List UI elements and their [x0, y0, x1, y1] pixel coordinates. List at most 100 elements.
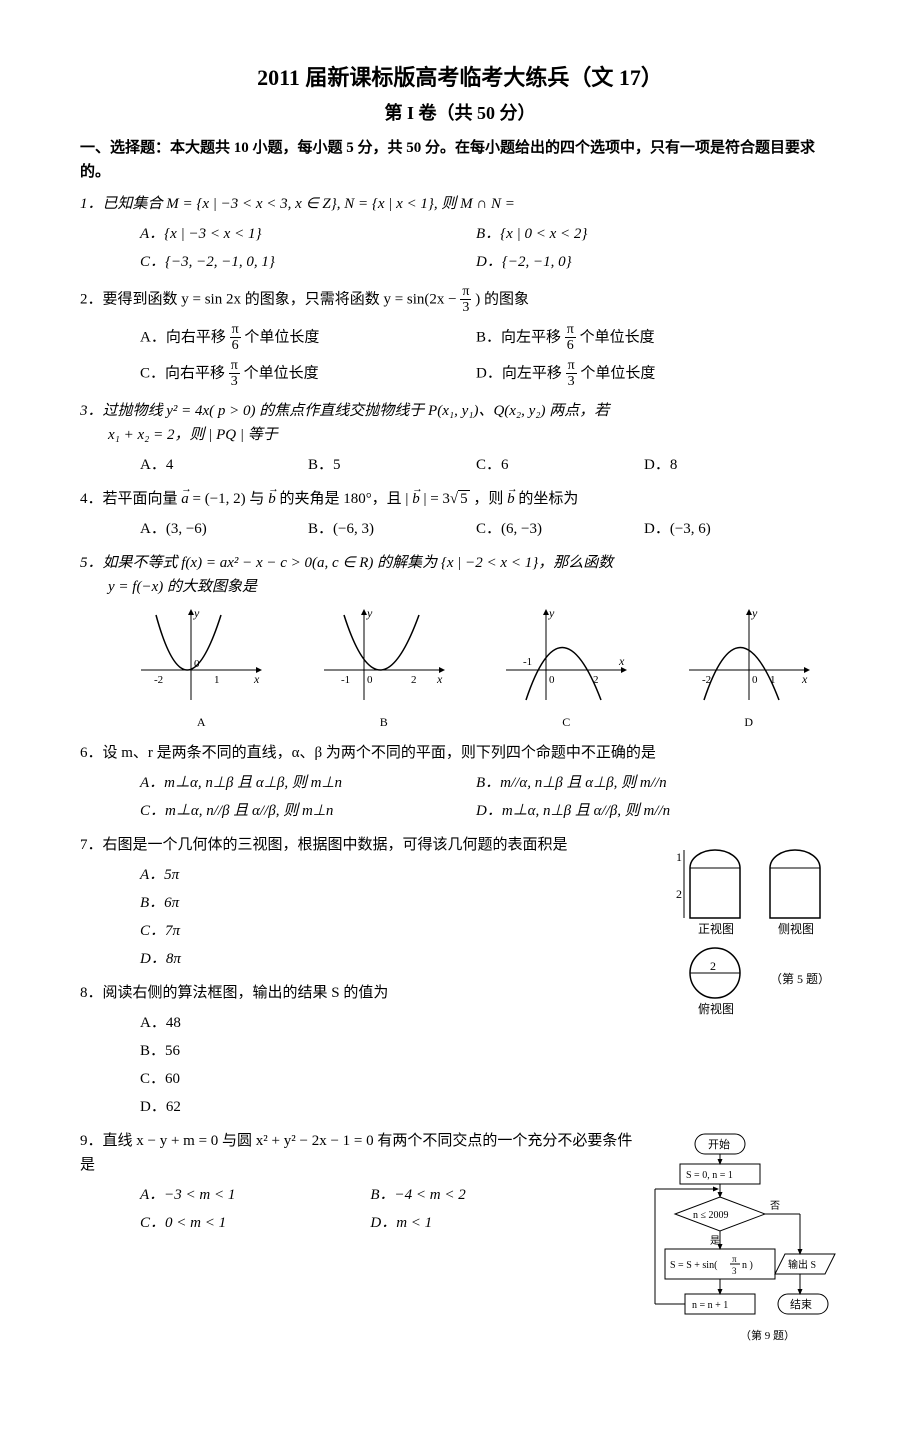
q1-stem: 1．已知集合 M = {x | −3 < x < 3, x ∈ Z}, N = …	[80, 196, 515, 212]
q4-mid3: | = 3	[423, 491, 449, 507]
q8-opt-b: B．56	[140, 1039, 654, 1063]
q4-end: 的坐标为	[518, 491, 578, 507]
q6-opt-b: B．m//α, n⊥β 且 α⊥β, 则 m//n	[476, 771, 812, 795]
svg-text:n ≤ 2009: n ≤ 2009	[693, 1210, 729, 1221]
svg-text:-1: -1	[341, 674, 350, 686]
q6-options: A．m⊥α, n⊥β 且 α⊥β, 则 m⊥n B．m//α, n⊥β 且 α⊥…	[80, 769, 840, 825]
q4-mid2: 的夹角是 180°，且 |	[279, 491, 408, 507]
svg-text:y: y	[193, 606, 200, 620]
svg-text:2: 2	[411, 674, 417, 686]
svg-text:x: x	[801, 672, 808, 686]
svg-text:输出 S: 输出 S	[788, 1258, 816, 1271]
svg-text:1: 1	[214, 674, 220, 686]
svg-text:-2: -2	[154, 674, 163, 686]
parabola-b-icon: y x -1 0 2	[319, 605, 449, 705]
q7-opt-c: C．7π	[140, 919, 654, 943]
q3-opt-c: C．6	[476, 453, 644, 477]
q1-opt-a: A．{x | −3 < x < 1}	[140, 222, 476, 246]
svg-text:（第 9 题）: （第 9 题）	[740, 1328, 795, 1342]
q6-opt-c: C．m⊥α, n//β 且 α//β, 则 m⊥n	[140, 799, 476, 823]
page-subtitle: 第 I 卷（共 50 分）	[80, 99, 840, 128]
q7-opt-a: A．5π	[140, 863, 654, 887]
q1-options: A．{x | −3 < x < 1} B．{x | 0 < x < 2} C．{…	[80, 220, 840, 276]
graph-a-label: A	[136, 713, 266, 732]
svg-text:侧视图: 侧视图	[778, 921, 814, 936]
question-6: 6．设 m、r 是两条不同的直线，α、β 为两个不同的平面，则下列四个命题中不正…	[80, 741, 840, 765]
q4-mid1: = (−1, 2) 与	[193, 491, 269, 507]
graph-b-label: B	[319, 713, 449, 732]
vector-a-icon: a	[181, 491, 189, 507]
svg-text:3: 3	[732, 1266, 737, 1276]
graph-b: y x -1 0 2 B	[319, 605, 449, 732]
q8-opt-d: D．62	[140, 1095, 654, 1119]
q8-options: A．48 B．56 C．60 D．62	[80, 1009, 664, 1121]
q3-opt-b: B．5	[308, 453, 476, 477]
question-9: 9．直线 x − y + m = 0 与圆 x² + y² − 2x − 1 =…	[80, 1129, 840, 1177]
q8-opt-a: A．48	[140, 1011, 654, 1035]
graph-c: y x -1 0 2 C	[501, 605, 631, 732]
svg-text:n ): n )	[742, 1260, 753, 1271]
svg-text:x: x	[436, 672, 443, 686]
svg-text:1: 1	[770, 674, 776, 686]
svg-text:-2: -2	[702, 674, 711, 686]
q2-pre: 2．要得到函数 y = sin 2x 的图象，只需将函数 y = sin(2x …	[80, 291, 460, 307]
q4-opt-b: B．(−6, 3)	[308, 517, 476, 541]
q2-opt-b: B．向左平移 π6 个单位长度	[476, 322, 812, 354]
svg-text:正视图: 正视图	[698, 921, 734, 936]
q7-opt-b: B．6π	[140, 891, 654, 915]
q1-opt-d: D．{−2, −1, 0}	[476, 250, 812, 274]
svg-text:x: x	[253, 672, 260, 686]
vector-b-icon: b	[268, 491, 276, 507]
parabola-c-icon: y x -1 0 2	[501, 605, 631, 705]
svg-text:0: 0	[367, 674, 373, 686]
q4-pre: 4．若平面向量	[80, 491, 181, 507]
svg-text:2: 2	[710, 959, 716, 973]
q9-opt-c: C．0 < m < 1	[140, 1211, 370, 1235]
svg-text:y: y	[548, 606, 555, 620]
question-7: 7．右图是一个几何体的三视图，根据图中数据，可得该几何题的表面积是	[80, 833, 840, 857]
vector-b3-icon: b	[507, 491, 515, 507]
svg-text:n = n + 1: n = n + 1	[692, 1300, 728, 1311]
q4-opt-a: A．(3, −6)	[140, 517, 308, 541]
q2-post: ) 的图象	[475, 291, 529, 307]
three-view-figure: 1 2 正视图 侧视图 2 俯视图 （第 5 题）	[670, 833, 840, 1041]
q2-options: A．向右平移 π6 个单位长度 B．向左平移 π6 个单位长度 C．向右平移 π…	[80, 320, 840, 392]
q4-opt-c: C．(6, −3)	[476, 517, 644, 541]
svg-text:π: π	[732, 1254, 737, 1264]
question-1: 1．已知集合 M = {x | −3 < x < 3, x ∈ Z}, N = …	[80, 192, 840, 216]
q4-opt-d: D．(−3, 6)	[644, 517, 812, 541]
q9-options: A．−3 < m < 1 B．−4 < m < 2 C．0 < m < 1 D．…	[80, 1181, 620, 1237]
graph-a: y x -2 0 1 A	[136, 605, 266, 732]
svg-text:2: 2	[593, 674, 599, 686]
svg-text:-1: -1	[523, 656, 532, 668]
parabola-d-icon: y x -2 0 1	[684, 605, 814, 705]
q7-opt-d: D．8π	[140, 947, 654, 971]
svg-text:0: 0	[752, 674, 758, 686]
q6-opt-d: D．m⊥α, n⊥β 且 α//β, 则 m//n	[476, 799, 812, 823]
svg-text:结束: 结束	[790, 1298, 812, 1311]
section-heading: 一、选择题：本大题共 10 小题，每小题 5 分，共 50 分。在每小题给出的四…	[80, 136, 840, 184]
q9-opt-d: D．m < 1	[370, 1211, 600, 1235]
sqrt-icon: 5	[458, 490, 470, 507]
q5-stem1: 5．如果不等式 f(x) = ax² − x − c > 0(a, c ∈ R)…	[80, 551, 840, 575]
question-5: 5．如果不等式 f(x) = ax² − x − c > 0(a, c ∈ R)…	[80, 551, 840, 599]
svg-text:S = S + sin(: S = S + sin(	[670, 1260, 718, 1271]
svg-text:0: 0	[549, 674, 555, 686]
svg-text:2: 2	[676, 887, 682, 901]
parabola-a-icon: y x -2 0 1	[136, 605, 266, 705]
q5-stem2: y = f(−x) 的大致图象是	[80, 575, 840, 599]
q8-opt-c: C．60	[140, 1067, 654, 1091]
svg-text:0: 0	[194, 658, 200, 670]
q9-opt-b: B．−4 < m < 2	[370, 1183, 600, 1207]
graph-d-label: D	[684, 713, 814, 732]
page-title: 2011 届新课标版高考临考大练兵（文 17）	[80, 60, 840, 95]
q6-opt-a: A．m⊥α, n⊥β 且 α⊥β, 则 m⊥n	[140, 771, 476, 795]
question-4: 4．若平面向量 a = (−1, 2) 与 b 的夹角是 180°，且 | b …	[80, 487, 840, 511]
q4-options: A．(3, −6) B．(−6, 3) C．(6, −3) D．(−3, 6)	[80, 515, 840, 543]
q7-options: A．5π B．6π C．7π D．8π	[80, 861, 664, 973]
q9-opt-a: A．−3 < m < 1	[140, 1183, 370, 1207]
q2-frac-icon: π3	[460, 284, 471, 316]
graph-d: y x -2 0 1 D	[684, 605, 814, 732]
graph-c-label: C	[501, 713, 631, 732]
q2-opt-d: D．向左平移 π3 个单位长度	[476, 358, 812, 390]
